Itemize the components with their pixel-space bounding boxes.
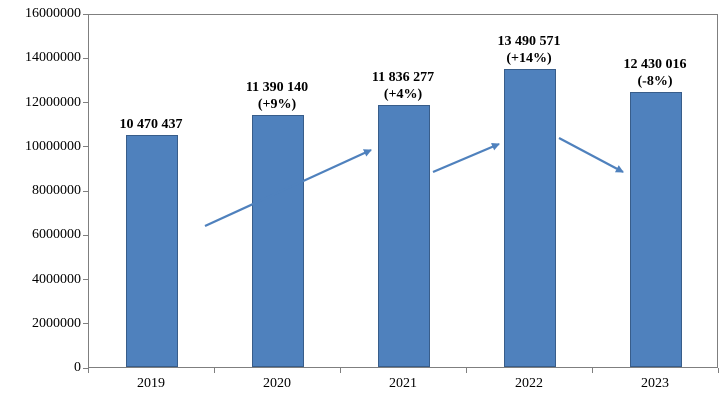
y-tick-mark [83,146,88,148]
y-tick-label: 12000000 [25,94,81,110]
x-tick-mark [465,368,467,373]
bar-value-label: 11 836 277 (+4%) [333,69,473,103]
bar-2021 [378,105,430,367]
y-tick-label: 16000000 [25,6,81,21]
bar-value-label: 12 430 016 (-8%) [585,56,725,90]
x-category-label: 2022 [515,376,543,391]
bar-percent-text: (+14%) [506,50,552,66]
y-tick-mark [83,57,88,59]
bar-value-label: 13 490 571 (+14%) [459,33,599,67]
bar-2022 [504,68,556,367]
x-tick-mark [87,368,89,373]
x-category-label: 2019 [137,376,165,391]
y-tick-label: 10000000 [25,138,81,154]
bar-percent-text: (+9%) [257,96,297,112]
y-tick-label: 4000000 [32,271,81,287]
x-tick-mark [339,368,341,373]
y-tick-mark [83,279,88,280]
y-tick-label: 14000000 [25,50,81,66]
y-tick-mark [83,367,88,369]
x-category-label: 2020 [263,376,291,391]
bar-value-text: 11 836 277 [371,70,435,86]
y-tick-mark [83,13,88,15]
y-tick-label: 0 [74,360,81,375]
bar-value-text: 13 490 571 [497,33,561,49]
bar-2019 [126,135,178,367]
bar-2020 [252,115,304,367]
x-category-label: 2021 [389,376,417,391]
bar-2023 [630,92,682,367]
y-tick-label: 6000000 [32,227,81,243]
bar-value-text: 10 470 437 [119,117,183,133]
x-tick-mark [717,368,719,373]
bar-value-text: 11 390 140 [245,79,309,95]
y-tick-mark [83,323,88,325]
y-tick-label: 8000000 [32,183,81,198]
y-tick-label: 2000000 [32,315,81,331]
plot-area [88,14,718,368]
y-tick-mark [83,190,88,192]
x-tick-mark [213,368,215,373]
x-tick-mark [591,368,593,373]
bar-value-text: 12 430 016 [623,56,687,72]
x-category-label: 2023 [641,376,669,391]
bar-value-label: 11 390 140 (+9%) [207,79,347,113]
bar-value-label: 10 470 437 [81,116,221,133]
y-tick-mark [83,234,88,236]
bar-percent-text: (-8%) [637,73,673,89]
bar-percent-text: (+4%) [383,87,423,103]
y-tick-mark [83,102,88,103]
